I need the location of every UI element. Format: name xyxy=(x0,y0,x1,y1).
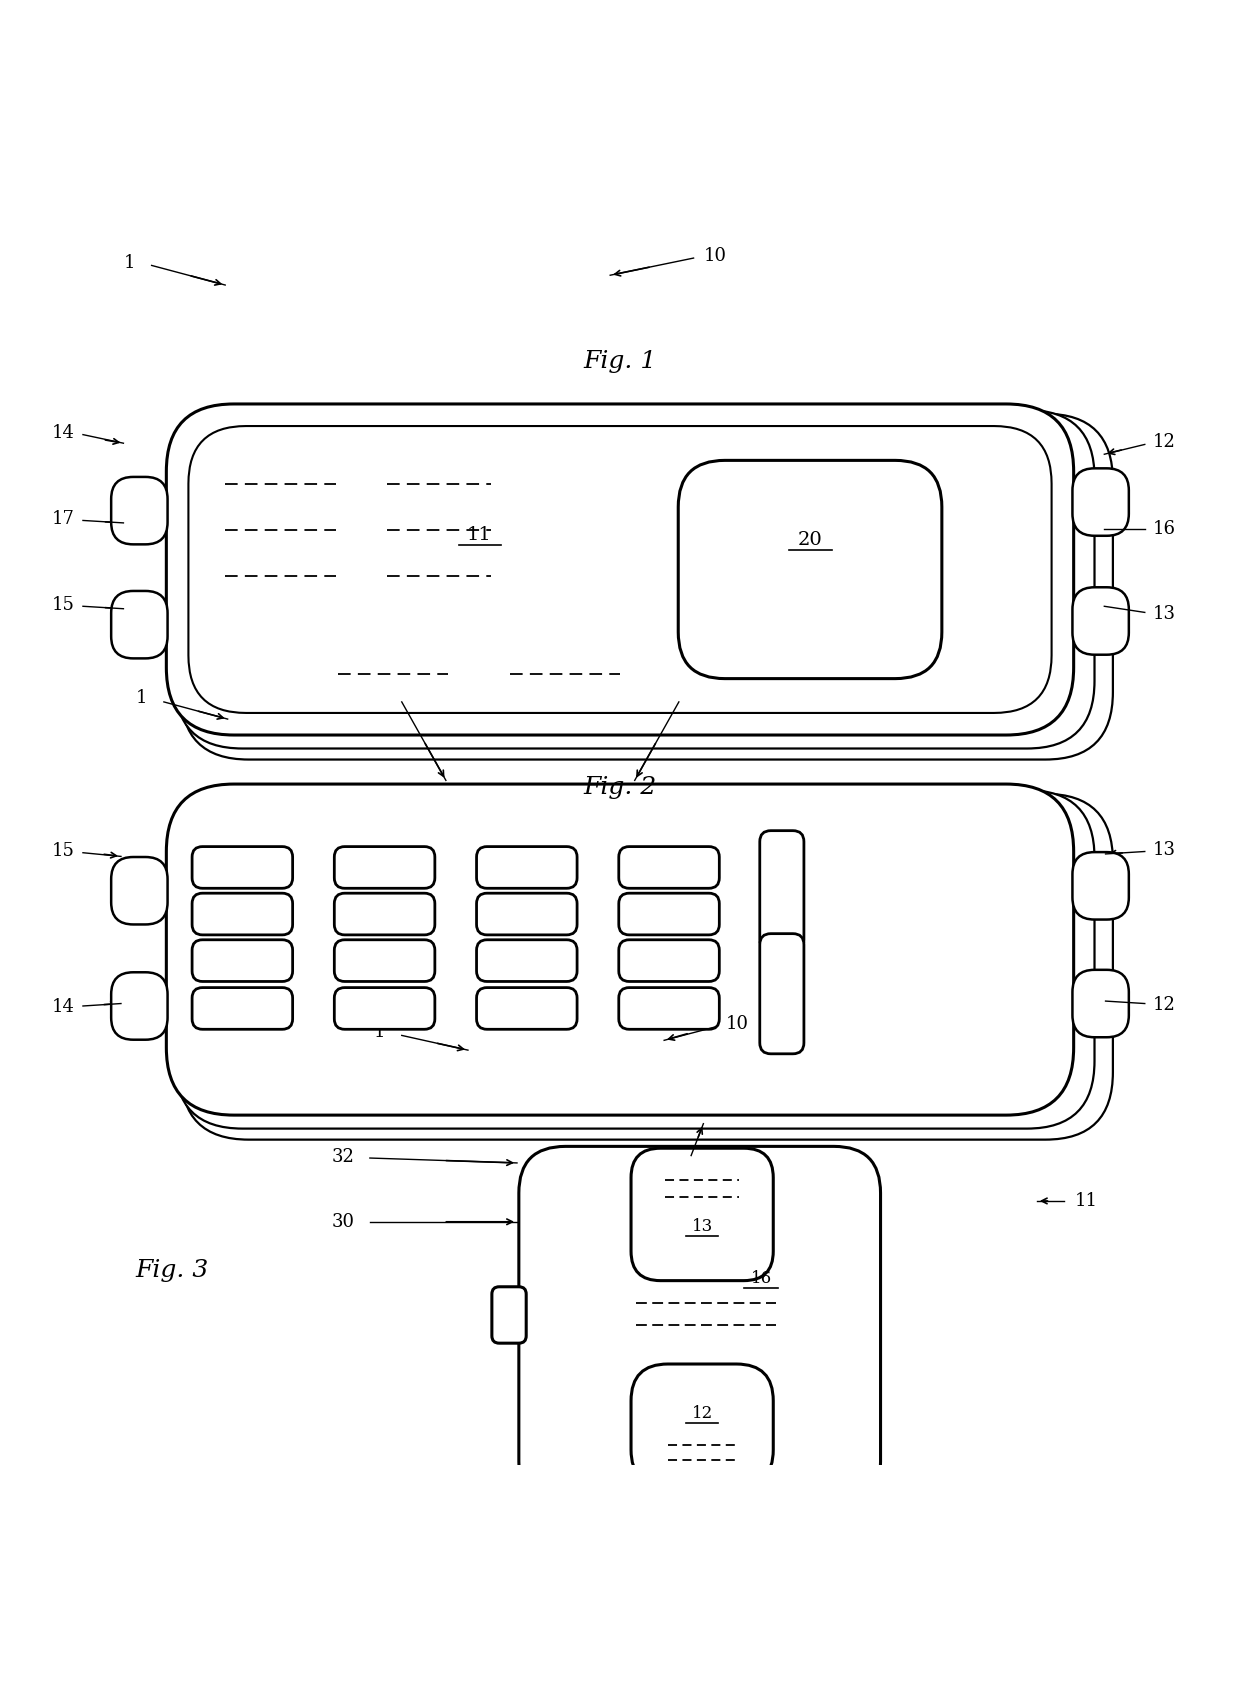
Text: 32: 32 xyxy=(331,1148,355,1167)
FancyBboxPatch shape xyxy=(192,940,293,981)
FancyBboxPatch shape xyxy=(166,404,1074,736)
Text: 1: 1 xyxy=(124,254,135,272)
FancyBboxPatch shape xyxy=(335,940,435,981)
Text: 11: 11 xyxy=(1074,1192,1097,1209)
Text: 11: 11 xyxy=(466,526,491,545)
Text: 10: 10 xyxy=(688,688,712,707)
Text: 10: 10 xyxy=(704,247,727,264)
FancyBboxPatch shape xyxy=(112,857,167,925)
Text: 13: 13 xyxy=(1153,605,1176,623)
FancyBboxPatch shape xyxy=(678,460,942,678)
Text: 17: 17 xyxy=(52,511,74,528)
FancyBboxPatch shape xyxy=(631,1148,774,1281)
Text: 15: 15 xyxy=(52,843,74,860)
FancyBboxPatch shape xyxy=(192,988,293,1029)
Text: 12: 12 xyxy=(1153,433,1176,451)
FancyBboxPatch shape xyxy=(335,988,435,1029)
FancyBboxPatch shape xyxy=(518,1146,880,1509)
FancyBboxPatch shape xyxy=(112,972,167,1041)
Text: Fig. 2: Fig. 2 xyxy=(583,777,657,799)
Text: 16: 16 xyxy=(1153,519,1176,538)
Text: 32: 32 xyxy=(680,1155,703,1173)
Text: 30: 30 xyxy=(331,1213,355,1231)
Text: Fig. 1: Fig. 1 xyxy=(583,349,657,373)
FancyBboxPatch shape xyxy=(192,846,293,889)
FancyBboxPatch shape xyxy=(760,933,804,1054)
FancyBboxPatch shape xyxy=(335,892,435,935)
Text: 12: 12 xyxy=(692,1405,713,1422)
FancyBboxPatch shape xyxy=(335,846,435,889)
FancyBboxPatch shape xyxy=(476,988,577,1029)
FancyBboxPatch shape xyxy=(619,846,719,889)
FancyBboxPatch shape xyxy=(112,591,167,659)
Text: 10: 10 xyxy=(727,1015,749,1034)
Text: 14: 14 xyxy=(52,424,74,443)
FancyBboxPatch shape xyxy=(619,988,719,1029)
FancyBboxPatch shape xyxy=(476,940,577,981)
Text: 13: 13 xyxy=(692,1218,713,1235)
FancyBboxPatch shape xyxy=(1073,852,1128,920)
FancyBboxPatch shape xyxy=(175,410,1095,749)
FancyBboxPatch shape xyxy=(631,1364,774,1487)
Text: 14: 14 xyxy=(52,998,74,1017)
FancyBboxPatch shape xyxy=(112,477,167,545)
Text: 15: 15 xyxy=(52,596,74,615)
Text: 20: 20 xyxy=(797,531,822,548)
Text: 1: 1 xyxy=(374,1024,386,1041)
FancyBboxPatch shape xyxy=(619,940,719,981)
FancyBboxPatch shape xyxy=(181,794,1112,1139)
Text: Fig. 3: Fig. 3 xyxy=(136,1259,210,1282)
Text: 30: 30 xyxy=(370,688,392,707)
FancyBboxPatch shape xyxy=(188,426,1052,714)
Text: 12: 12 xyxy=(1153,996,1176,1013)
FancyBboxPatch shape xyxy=(492,1287,526,1344)
Text: 13: 13 xyxy=(1153,841,1176,860)
Text: 1: 1 xyxy=(136,690,148,707)
FancyBboxPatch shape xyxy=(476,892,577,935)
FancyBboxPatch shape xyxy=(619,892,719,935)
Text: 16: 16 xyxy=(750,1270,771,1287)
FancyBboxPatch shape xyxy=(1073,468,1128,536)
FancyBboxPatch shape xyxy=(1073,969,1128,1037)
FancyBboxPatch shape xyxy=(166,783,1074,1115)
FancyBboxPatch shape xyxy=(760,831,804,950)
FancyBboxPatch shape xyxy=(175,790,1095,1129)
FancyBboxPatch shape xyxy=(1073,588,1128,654)
FancyBboxPatch shape xyxy=(192,892,293,935)
FancyBboxPatch shape xyxy=(476,846,577,889)
FancyBboxPatch shape xyxy=(181,414,1112,760)
